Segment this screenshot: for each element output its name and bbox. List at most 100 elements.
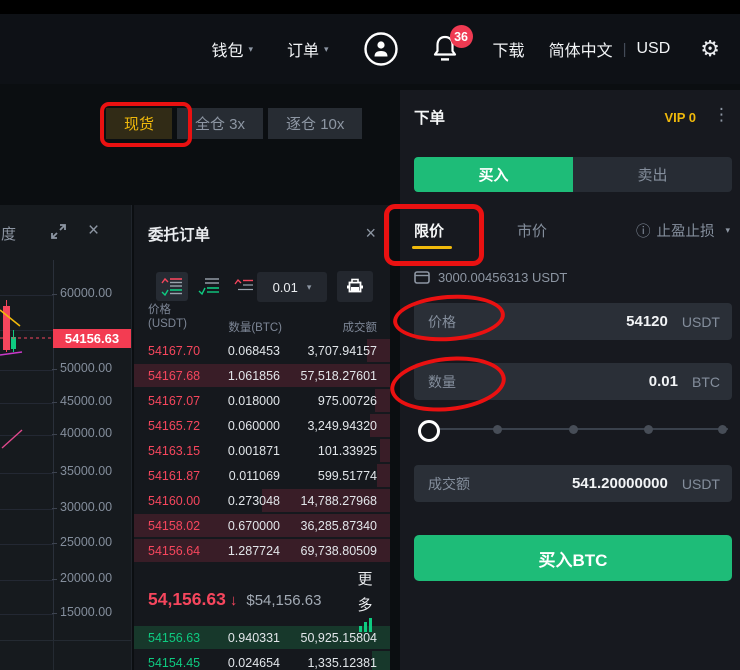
nav-currency-label: USD <box>636 40 671 57</box>
ob-total: 57,518.27601 <box>300 368 377 383</box>
slider-handle[interactable] <box>418 420 440 442</box>
top-strip <box>0 0 740 14</box>
orderbook-row[interactable]: 54163.15 0.001871 101.33925 <box>134 438 390 463</box>
price-input[interactable]: 价格 54120 USDT <box>414 303 732 340</box>
ob-qty: 0.011069 <box>228 468 280 483</box>
orderbook-row[interactable]: 54160.00 0.273048 14,788.27968 <box>134 488 390 513</box>
orderbook-row[interactable]: 54156.63 0.940331 50,925.15804 <box>134 625 390 650</box>
market-tabs: 现货 全仓 3x 逐仓 10x <box>106 108 363 139</box>
quantity-input[interactable]: 数量 0.01 BTC <box>414 363 732 400</box>
chart-gridline <box>0 509 53 510</box>
depth-bar <box>374 389 390 412</box>
orderbook-column-headers: 价格 (USDT) 数量(BTC) 成交额 <box>134 303 390 338</box>
nav-language[interactable]: 简体中文 <box>549 37 613 61</box>
ob-total: 599.51774 <box>317 468 377 483</box>
slider-step-25[interactable] <box>493 425 502 434</box>
ob-qty: 0.024654 <box>227 655 280 670</box>
tab-cross-margin[interactable]: 全仓 3x <box>177 108 264 139</box>
last-price-line: 54,156.63 ↓ $54,156.63 <box>148 589 321 610</box>
y-tick-label: 50000.00 <box>52 361 130 375</box>
book-view-bids-icon[interactable] <box>196 276 222 297</box>
active-tab-underline <box>412 246 452 249</box>
book-view-combined-icon[interactable] <box>156 272 188 301</box>
chart-gridline <box>0 403 53 404</box>
book-view-asks-icon[interactable] <box>234 278 254 295</box>
orderbook-row[interactable]: 54161.87 0.011069 599.51774 <box>134 463 390 488</box>
slider-step-50[interactable] <box>569 425 578 434</box>
y-tick-label: 60000.00 <box>52 286 130 300</box>
nav-wallet[interactable]: 钱包 ▾ <box>211 37 253 61</box>
tab-buy[interactable]: 买入 <box>414 157 573 192</box>
orderbook-row[interactable]: 54167.07 0.018000 975.00726 <box>134 388 390 413</box>
tab-market[interactable]: 市价 <box>517 223 548 240</box>
depth-bar <box>134 514 390 537</box>
tab-spot[interactable]: 现货 <box>106 108 173 139</box>
nav-download[interactable]: 下载 <box>493 37 525 61</box>
ob-total: 3,249.94320 <box>307 418 377 433</box>
col-header-total: 成交额 <box>342 322 378 334</box>
wallet-icon <box>414 271 430 284</box>
chart-y-axis-line <box>53 260 54 640</box>
ob-price: 54167.68 <box>148 368 201 383</box>
orderbook-row[interactable]: 54158.02 0.670000 36,285.87340 <box>134 513 390 538</box>
y-tick-label: 35000.00 <box>52 464 130 478</box>
ob-price: 54167.07 <box>148 393 201 408</box>
stop-limit-label: 止盈止损 <box>656 224 715 240</box>
price-down-arrow-icon: ↓ <box>229 592 238 609</box>
ob-price: 54158.02 <box>148 518 201 533</box>
total-unit: USDT <box>681 475 720 492</box>
ob-total: 36,285.87340 <box>300 518 377 533</box>
orderbook-row[interactable]: 54165.72 0.060000 3,249.94320 <box>134 413 390 438</box>
orderbook-display-icon[interactable] <box>337 271 373 302</box>
buy-btc-button[interactable]: 买入BTC <box>414 535 732 581</box>
balance-value: 3000.00456313 USDT <box>438 270 568 285</box>
orderbook-row[interactable]: 54167.68 1.061856 57,518.27601 <box>134 363 390 388</box>
tab-sell[interactable]: 卖出 <box>573 157 732 192</box>
more-label-top: 更 <box>357 571 373 588</box>
notification-count-badge: 36 <box>449 25 473 48</box>
ob-qty: 0.001871 <box>227 443 280 458</box>
total-label: 成交额 <box>428 475 470 492</box>
orderbook-row[interactable]: 54156.64 1.287724 69,738.80509 <box>134 538 390 563</box>
orderbook-row[interactable]: 54167.70 0.068453 3,707.94157 <box>134 338 390 363</box>
ob-qty: 1.061856 <box>227 368 280 383</box>
ob-qty: 1.287724 <box>227 543 280 558</box>
ob-qty: 0.068453 <box>227 343 280 358</box>
tab-limit[interactable]: 限价 <box>414 223 445 240</box>
profile-avatar-icon[interactable] <box>363 31 399 67</box>
more-menu-icon[interactable]: ⋮ <box>713 105 730 124</box>
gear-icon[interactable]: ⚙ <box>700 36 720 61</box>
precision-value: 0.01 <box>272 279 298 295</box>
depth-bar <box>134 626 390 649</box>
orderbook-bids: 54156.63 0.940331 50,925.15804 54154.45 0.02… <box>134 625 390 670</box>
nav-wallet-label: 钱包 <box>211 43 244 60</box>
expand-icon[interactable] <box>50 223 67 240</box>
precision-dropdown[interactable]: 0.01 ▾ <box>257 272 327 302</box>
tab-stop-limit[interactable]: ⓘ 止盈止损 ▾ <box>636 220 730 241</box>
tab-isolated-margin[interactable]: 逐仓 10x <box>268 108 363 139</box>
ob-qty: 0.273048 <box>227 493 280 508</box>
available-balance: 3000.00456313 USDT <box>414 270 567 285</box>
total-input[interactable]: 成交额 541.20000000 USDT <box>414 465 732 502</box>
depth-bar <box>377 464 390 487</box>
candlestick-chart <box>0 300 53 449</box>
chart-panel: 度 × 60000.00 50000.00 45000.00 40000.00 3500… <box>0 205 132 670</box>
more-link[interactable]: 更 多 <box>356 567 374 619</box>
nav-currency[interactable]: USD <box>636 40 670 58</box>
chart-gridline <box>0 544 53 545</box>
chevron-down-icon: ▾ <box>248 43 253 54</box>
orderbook-row[interactable]: 54154.45 0.024654 1,335.12381 <box>134 650 390 670</box>
more-label-bottom: 多 <box>357 597 373 614</box>
panel-title: 下单 <box>414 110 446 127</box>
close-icon[interactable]: × <box>365 223 376 243</box>
order-type-tabs: 限价 市价 ⓘ 止盈止损 ▾ <box>400 218 740 260</box>
price-unit: USDT <box>681 313 720 330</box>
slider-step-75[interactable] <box>644 425 653 434</box>
nav-orders[interactable]: 订单 ▾ <box>287 37 329 61</box>
close-icon[interactable]: × <box>88 220 100 241</box>
chart-axis-extension <box>53 641 54 670</box>
chevron-down-icon: ▾ <box>324 43 329 54</box>
notifications-bell-icon[interactable]: 36 <box>433 25 473 64</box>
chart-last-price-tag: 54156.63 <box>53 329 131 348</box>
slider-step-100[interactable] <box>718 425 727 434</box>
